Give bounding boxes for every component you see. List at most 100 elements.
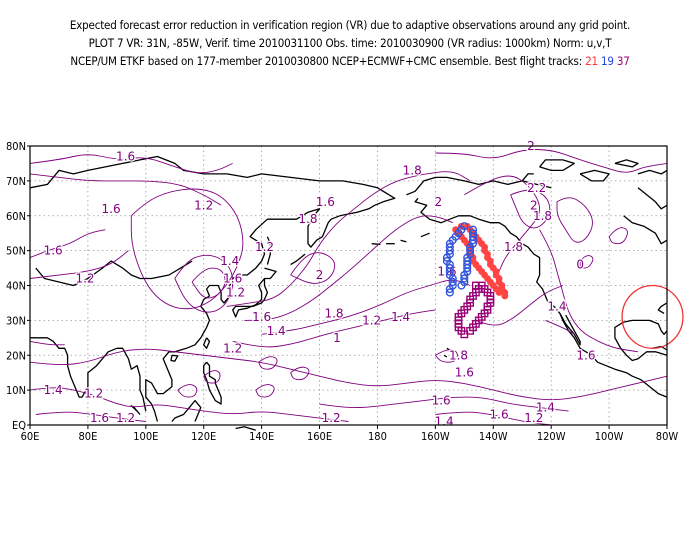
contour-line: [191, 267, 226, 299]
contour-label: 1.6: [223, 272, 242, 286]
coastline-segment: [145, 194, 396, 422]
lat-tick-label: 30N: [6, 314, 26, 327]
title-line-3-text: NCEP/UM ETKF based on 177-member 2010030…: [70, 54, 582, 68]
coastlines: [29, 155, 668, 431]
track-19-point: [466, 246, 475, 255]
contour-label: 1.2: [362, 313, 381, 327]
contour-label: 1.6: [316, 195, 335, 209]
lat-tick-label: 10N: [6, 384, 26, 397]
contour-label: 1.6: [432, 394, 451, 408]
contour-line: [579, 255, 594, 269]
contour-line: [29, 387, 349, 422]
contour-line: [35, 411, 146, 422]
contour-line: [226, 171, 471, 307]
track-number-19: 19: [600, 54, 614, 68]
lat-tick-label: 20N: [6, 349, 26, 362]
title-line-2: PLOT 7 VR: 31N, -85W, Verif. time 201003…: [88, 36, 612, 50]
contour-label: 1.2: [116, 411, 135, 425]
contour-line: [510, 189, 551, 229]
coastline-segment: [400, 239, 407, 243]
contour-line: [545, 319, 575, 335]
coastline-segment: [521, 173, 534, 182]
track-19-point: [463, 256, 472, 266]
contour-label: 1.6: [252, 310, 271, 324]
lon-tick-label: 160W: [421, 430, 450, 443]
contour-line: [435, 149, 668, 173]
lon-tick-label: 160E: [307, 430, 332, 443]
contour-label: 1.8: [403, 163, 422, 177]
lon-tick-label: 140E: [249, 430, 274, 443]
contour-line: [130, 188, 244, 310]
lon-tick-label: 80W: [656, 430, 679, 443]
lon-tick-label: 60E: [21, 430, 40, 443]
contour-label: 1.6: [116, 149, 135, 163]
contour-label: 1.2: [194, 198, 213, 212]
coastline-segment: [614, 319, 668, 362]
contour-label: 0: [576, 258, 584, 272]
coastline-segment: [130, 405, 141, 415]
lat-tick-label: EQ: [12, 419, 26, 432]
lon-tick-label: 140W: [479, 430, 508, 443]
coastline-segment: [420, 232, 430, 238]
contour-label: 2: [434, 195, 442, 209]
contour-label: 1.6: [90, 411, 109, 425]
flight-track-21: [452, 222, 509, 300]
contour-label: 1.4: [547, 299, 566, 313]
coastline-segment: [623, 215, 668, 245]
coastline-segment: [614, 159, 639, 168]
contour-line: [244, 215, 453, 321]
coastline-segment: [637, 169, 668, 175]
contour-line: [29, 229, 106, 259]
lon-tick-label: 100E: [133, 430, 158, 443]
contour-label: 2: [316, 268, 324, 282]
track-19-point: [448, 277, 457, 287]
contour-line: [29, 250, 129, 279]
contour-label: 1.6: [102, 202, 121, 216]
track-number-21: 21: [585, 54, 598, 68]
coastline-segment: [30, 337, 147, 412]
contour-line: [203, 370, 221, 384]
coastline-segment: [232, 267, 277, 318]
track-21-point: [501, 292, 509, 300]
track-19-point: [445, 246, 454, 255]
contour-line: [290, 252, 336, 284]
coastline-segment: [657, 302, 668, 314]
coastline-segment: [235, 426, 256, 431]
contour-label: 1.2: [84, 387, 103, 401]
track-21-point: [452, 226, 460, 234]
contour-label: 1.2: [226, 285, 245, 299]
coastline-segment: [170, 354, 179, 362]
coastline-segment: [406, 176, 552, 196]
coastline-segment: [637, 187, 668, 210]
contour-label: 2.2: [527, 181, 546, 195]
contour-label: 1.6: [455, 366, 474, 380]
flight-tracks: [442, 222, 509, 339]
coastline-segment: [443, 354, 448, 358]
contour-label: 1.8: [298, 212, 317, 226]
contour-line: [232, 309, 436, 348]
contour-label: 1.6: [576, 348, 595, 362]
track-19-point: [468, 225, 478, 234]
contour-line: [29, 340, 65, 346]
flight-track-37: [454, 281, 495, 339]
contour-line: [290, 366, 310, 381]
contour-labels: 1.61.21.61.61.21.21.41.61.21.61.821.821.…: [42, 138, 596, 430]
coastline-segment: [203, 337, 211, 349]
contour-line: [174, 254, 234, 313]
contour-label: 1.6: [490, 408, 509, 422]
lat-tick-label: 70N: [6, 175, 26, 188]
contour-line: [258, 356, 278, 370]
contour-label: 1.4: [267, 324, 286, 338]
track-19-point: [445, 288, 454, 297]
contour-label: 1.8: [533, 209, 552, 223]
contour-label: 1.4: [220, 254, 239, 268]
track-19-point: [442, 253, 452, 262]
error-reduction-contours: [29, 149, 668, 426]
contour-line: [464, 175, 541, 272]
contour-line: [556, 197, 593, 243]
contour-label: 1.4: [44, 383, 63, 397]
contour-line: [539, 229, 639, 353]
coastline-segment: [266, 236, 271, 265]
lat-tick-label: 80N: [6, 140, 26, 153]
contour-line: [608, 227, 628, 245]
